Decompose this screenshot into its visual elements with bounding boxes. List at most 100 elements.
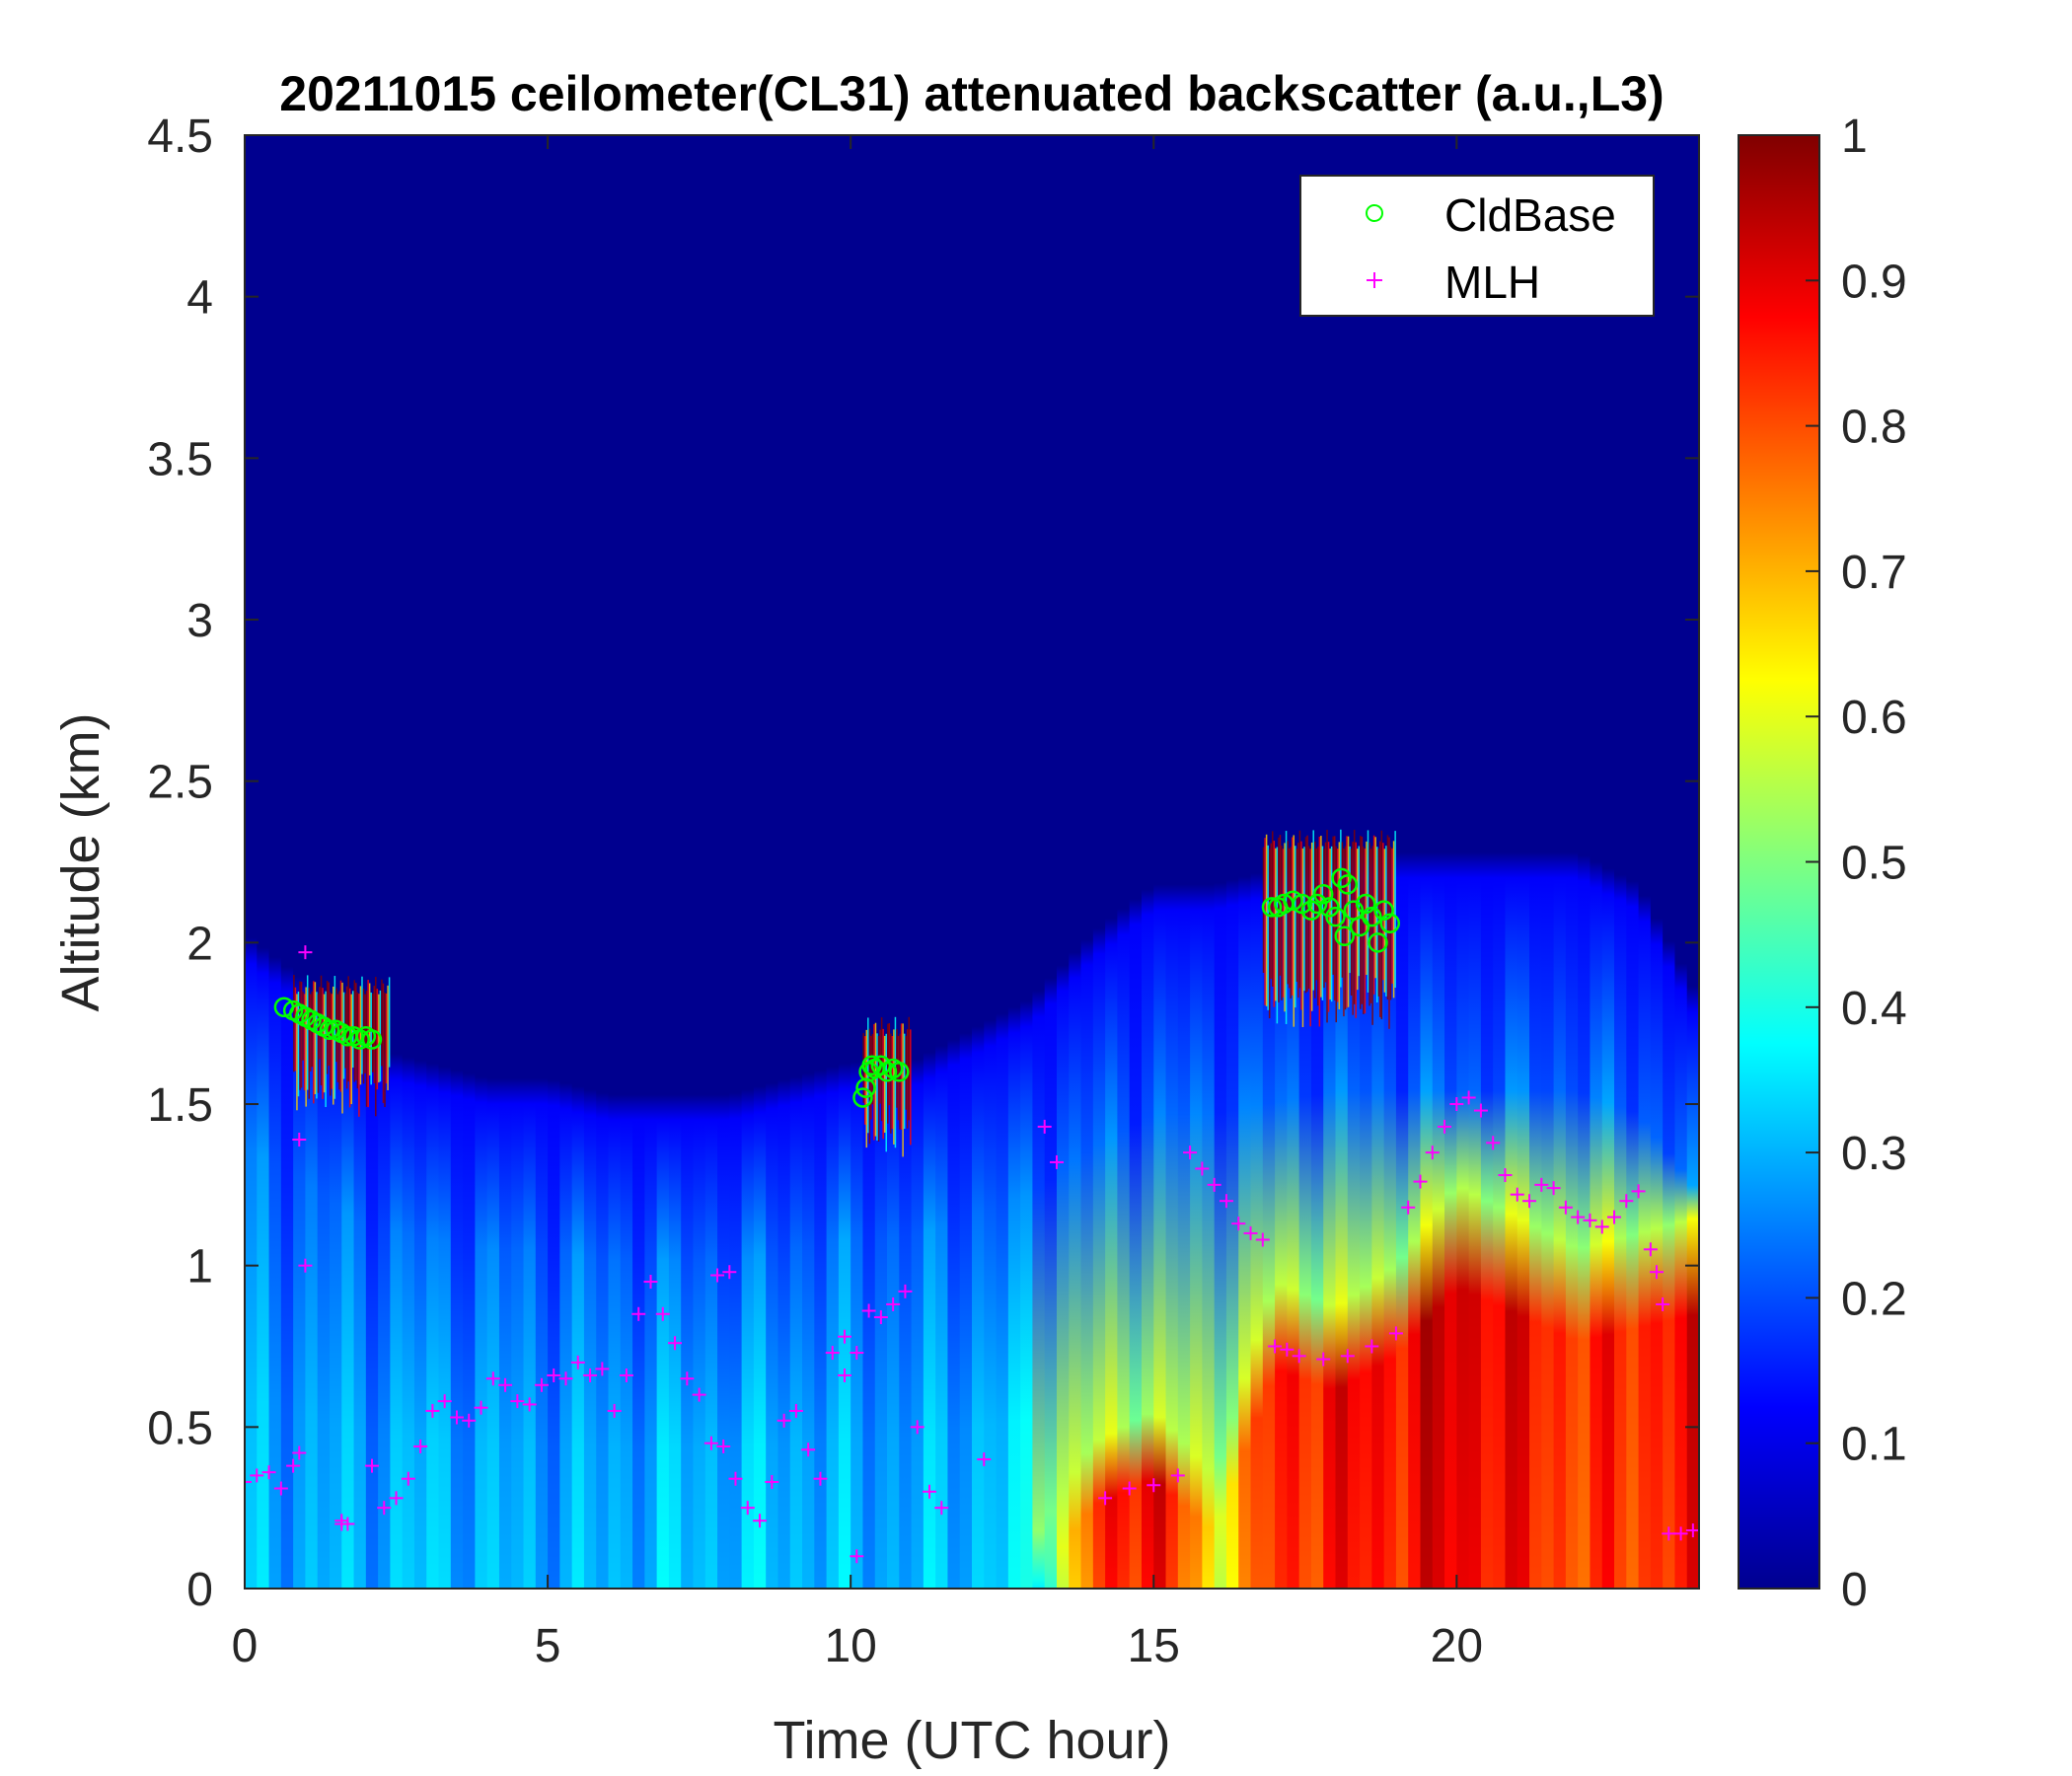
mlh-point	[631, 1306, 646, 1321]
mlh-point	[1583, 1213, 1597, 1227]
mlh-point	[923, 1484, 937, 1499]
heatmap-column	[729, 135, 743, 1589]
cloud-streak	[1360, 836, 1362, 1009]
heatmap-column	[1674, 135, 1688, 1589]
heatmap-column	[583, 135, 598, 1589]
cldbase-point	[1337, 874, 1359, 895]
cloud-streak	[883, 1035, 886, 1133]
cloud-streak	[1394, 831, 1396, 989]
legend-box	[1299, 175, 1655, 317]
cloud-streak	[1293, 835, 1295, 1027]
cldbase-point	[1261, 897, 1283, 918]
mlh-point	[1631, 1184, 1646, 1199]
mlh-point	[298, 945, 313, 960]
cloud-streak	[1372, 835, 1375, 995]
mlh-point	[1183, 1146, 1198, 1160]
mlh-point	[1546, 1181, 1561, 1196]
heatmap-column	[753, 135, 767, 1589]
cloud-streak	[885, 1033, 887, 1152]
cloud-streak	[905, 1035, 907, 1110]
heatmap-column	[1505, 135, 1518, 1589]
chart-title: 20211015 ceilometer(CL31) attenuated bac…	[279, 66, 1664, 121]
cloud-streak	[1304, 837, 1307, 994]
mlh-point	[1280, 1342, 1295, 1357]
cldbase-point	[1331, 867, 1352, 889]
mlh-point	[1413, 1174, 1428, 1189]
cloud-streak	[891, 1036, 894, 1130]
x-axis-label: Time (UTC hour)	[773, 1711, 1170, 1770]
colorbar-tick-label: 0.8	[1841, 402, 1907, 454]
heatmap-column	[1177, 135, 1191, 1589]
heatmap-column	[887, 135, 901, 1589]
y-tick-label: 0	[186, 1564, 213, 1616]
heatmap-column	[1420, 135, 1434, 1589]
mlh-point	[389, 1491, 404, 1506]
cloud-streak	[382, 983, 385, 1103]
heatmap-column	[268, 135, 282, 1589]
cloud-streak	[323, 994, 326, 1093]
mlh-point	[728, 1471, 743, 1486]
heatmap-column	[1468, 135, 1482, 1589]
heatmap-column	[1395, 135, 1409, 1589]
mlh-point	[740, 1501, 755, 1516]
cloud-streak	[1310, 842, 1313, 1011]
cloud-streak	[1315, 849, 1318, 981]
cloud-streak	[873, 1023, 875, 1141]
mlh-point	[1558, 1200, 1573, 1215]
heatmap-column	[1032, 135, 1046, 1589]
cloud-streak	[317, 994, 320, 1093]
series-markers	[245, 867, 1699, 1564]
mlh-point	[1122, 1481, 1137, 1496]
heatmap-column	[438, 135, 452, 1589]
mlh-point	[1449, 1097, 1464, 1111]
mlh-point	[668, 1336, 683, 1351]
cloud-streak	[1321, 846, 1324, 1000]
mlh-point	[1522, 1194, 1537, 1209]
series-cldbase	[273, 867, 1401, 1108]
mlh-point	[474, 1400, 488, 1415]
heatmap-column	[802, 135, 816, 1589]
heatmap-column	[365, 135, 379, 1589]
heatmap-column	[463, 135, 477, 1589]
cloud-streak	[1267, 845, 1269, 1010]
cloud-streak	[1275, 848, 1277, 1001]
mlh-point	[934, 1501, 949, 1516]
mlh-point	[1207, 1177, 1221, 1192]
mlh-point	[655, 1306, 670, 1321]
cloud-streak	[329, 992, 332, 1096]
backscatter-heatmap	[245, 135, 1699, 1589]
mlh-point	[364, 1458, 379, 1473]
heatmap-column	[947, 135, 961, 1589]
heatmap-column	[245, 135, 259, 1589]
heatmap-column	[644, 135, 658, 1589]
cloud-streak	[1285, 831, 1288, 1024]
cloud-streak	[902, 1023, 904, 1157]
legend-cldbase-label: CldBase	[1444, 189, 1616, 241]
cldbase-point	[1355, 893, 1376, 915]
cloud-streak	[1278, 837, 1280, 1002]
cloud-streak	[1300, 841, 1302, 1010]
heatmap-column	[1141, 135, 1155, 1589]
mlh-point	[722, 1265, 737, 1280]
mlh-point	[334, 1517, 349, 1531]
heatmap-column	[1638, 135, 1652, 1589]
mlh-point	[886, 1296, 901, 1311]
cldbase-point	[1368, 932, 1388, 953]
mlh-point	[413, 1439, 428, 1453]
heatmap-column	[305, 135, 319, 1589]
cloud-streak	[1309, 849, 1311, 1027]
heatmap-column	[475, 135, 488, 1589]
cloud-streak	[1288, 848, 1291, 989]
cloud-streak	[345, 986, 348, 1089]
cldbase-point	[1283, 890, 1303, 912]
mlh-point	[692, 1387, 706, 1402]
mlh-point	[292, 1445, 307, 1460]
colorbar-tick-label: 0	[1841, 1564, 1868, 1616]
mlh-point	[1243, 1225, 1258, 1240]
cloud-streak	[868, 1028, 871, 1145]
mlh-point	[1219, 1194, 1233, 1209]
plot-frame	[244, 134, 1700, 1590]
cloud-streak	[310, 994, 312, 1072]
heatmap-column	[1225, 135, 1240, 1589]
mlh-point	[1195, 1161, 1210, 1176]
